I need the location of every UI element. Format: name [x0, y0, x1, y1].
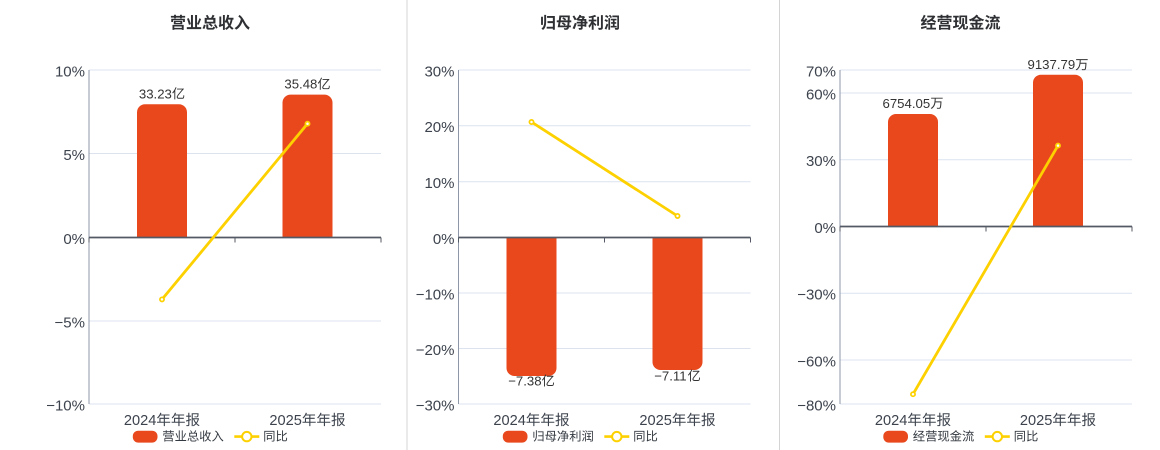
svg-text:−10%: −10% [46, 397, 85, 414]
svg-text:2025: 2025 [269, 413, 301, 429]
svg-text:9137.79: 9137.79 [1028, 57, 1076, 72]
svg-text:33.23: 33.23 [139, 86, 172, 101]
svg-text:10%: 10% [55, 63, 85, 80]
svg-text:2024: 2024 [124, 413, 156, 429]
svg-text:0%: 0% [433, 231, 455, 248]
svg-text:60%: 60% [806, 86, 836, 103]
svg-text:2024: 2024 [875, 413, 907, 429]
svg-text:2024: 2024 [493, 413, 525, 429]
svg-text:2025: 2025 [1020, 413, 1052, 429]
svg-text:70%: 70% [806, 63, 836, 80]
svg-text:20%: 20% [424, 119, 454, 136]
svg-text:0%: 0% [63, 231, 85, 248]
svg-text:−30%: −30% [797, 287, 836, 304]
svg-text:6754.05: 6754.05 [883, 96, 931, 111]
svg-text:−7.38: −7.38 [508, 374, 541, 389]
svg-text:−60%: −60% [797, 353, 836, 370]
svg-text:30%: 30% [424, 63, 454, 80]
svg-text:35.48: 35.48 [284, 77, 317, 92]
svg-text:0%: 0% [814, 220, 836, 237]
svg-text:−30%: −30% [416, 397, 455, 414]
svg-text:10%: 10% [424, 175, 454, 192]
svg-text:−5%: −5% [55, 314, 85, 331]
svg-text:30%: 30% [806, 153, 836, 170]
svg-text:5%: 5% [63, 147, 85, 164]
svg-text:−7.11: −7.11 [654, 369, 686, 384]
svg-text:−80%: −80% [797, 397, 836, 414]
svg-text:−10%: −10% [416, 286, 455, 303]
svg-text:−20%: −20% [416, 342, 455, 359]
svg-text:2025: 2025 [639, 413, 671, 429]
